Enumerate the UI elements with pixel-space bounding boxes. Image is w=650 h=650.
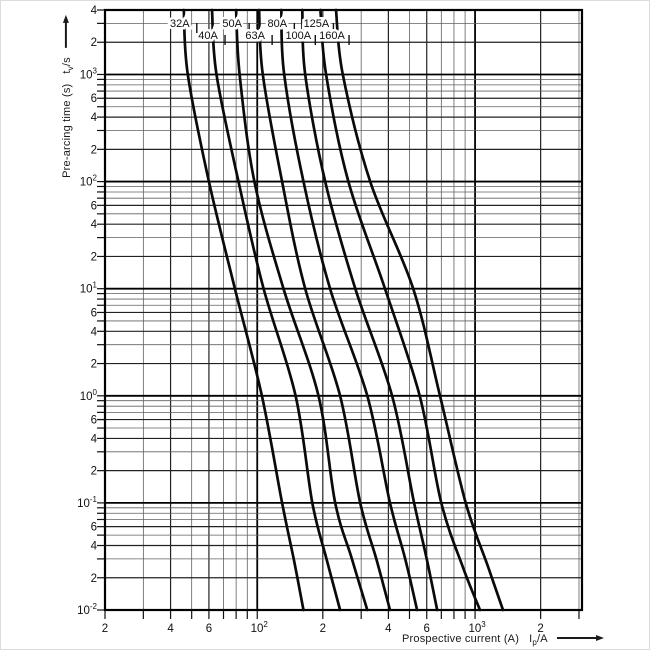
tick-label: 4: [91, 433, 98, 445]
curve-label-80A: 80A: [268, 18, 288, 30]
x-axis-arrow-icon: [556, 637, 597, 639]
tick-label: 101: [80, 281, 98, 296]
tick-label: 2: [91, 144, 97, 156]
curve-100A: [300, 8, 439, 612]
tick-label: 2: [320, 623, 326, 635]
tick-label: 4: [91, 326, 98, 338]
y-axis-title-text: Pre-arcing time (s): [60, 83, 73, 178]
curve-125A: [319, 8, 482, 612]
tick-label: 6: [91, 93, 97, 105]
curve-32A: [182, 8, 305, 612]
tick-label: 103: [80, 66, 98, 81]
tick-label: 2: [91, 466, 97, 478]
tick-label: 6: [91, 307, 97, 319]
tick-label: 4: [91, 219, 98, 231]
grid: [105, 10, 582, 610]
tick-label: 4: [167, 623, 174, 635]
curve-50A: [234, 8, 369, 612]
curve-label-125A: 125A: [304, 18, 330, 30]
curve-40A: [210, 8, 342, 612]
tick-label: 6: [424, 623, 430, 635]
tick-label: 102: [80, 174, 98, 189]
curve-80A: [279, 8, 419, 612]
curve-160A: [334, 8, 505, 612]
y-axis-arrow-icon: [65, 22, 67, 49]
curves: [182, 8, 505, 612]
tick-label: 4: [91, 541, 98, 553]
tick-label: 10-1: [77, 495, 97, 510]
plot-frame: [103, 8, 584, 612]
y-axis-title: Pre-arcing time (s) tv/s: [61, 22, 75, 178]
tick-label: 102: [251, 620, 269, 635]
tick-label: 6: [206, 623, 212, 635]
tick-label: 2: [91, 37, 97, 49]
tick-label: 2: [537, 623, 543, 635]
tick-label: 100: [80, 388, 98, 403]
tick-label: 2: [102, 623, 108, 635]
tick-label: 2: [91, 359, 97, 371]
curve-63A: [257, 8, 392, 612]
tick-label: 6: [91, 200, 97, 212]
tick-label: 4: [385, 623, 392, 635]
curve-label-50A: 50A: [222, 18, 242, 30]
tick-label: 4: [91, 5, 98, 17]
tick-label: 4: [91, 112, 98, 124]
tick-label: 6: [91, 522, 97, 534]
x-axis-title: Prospective current (A) Ip/A: [402, 633, 597, 647]
tick-label: 10-2: [77, 602, 97, 617]
tick-label: 2: [91, 251, 97, 263]
axis-ticks: [97, 9, 580, 619]
tick-label: 6: [91, 415, 97, 427]
y-tick-labels: 4 2 103 6 4 2 102 6 4 2 101 6 4 2 100 6 4 2 10-1 6 4 2 10-2: [77, 5, 98, 617]
curve-label-160A: 160A: [319, 30, 345, 42]
curve-label-40A: 40A: [198, 30, 218, 42]
y-axis-symbol: tv/s: [60, 57, 76, 74]
curve-label-32A: 32A: [170, 18, 190, 30]
curve-label-100A: 100A: [285, 30, 311, 42]
x-axis-symbol: Ip/A: [529, 633, 548, 648]
curve-label-63A: 63A: [245, 30, 265, 42]
tick-label: 2: [91, 573, 97, 585]
x-axis-title-text: Prospective current (A): [402, 633, 520, 645]
